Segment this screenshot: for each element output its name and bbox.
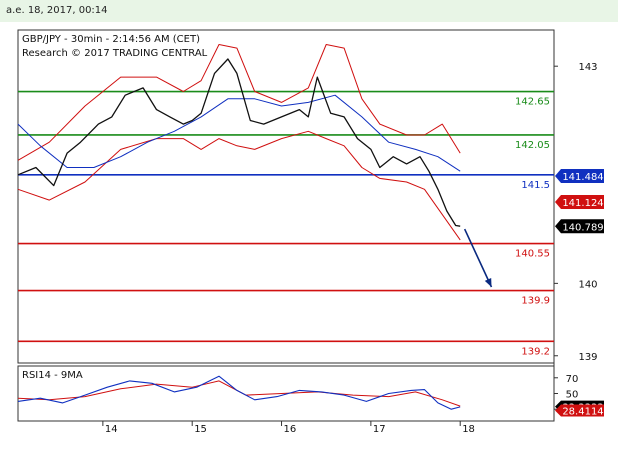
x-tick-label-3: 17 [373,424,386,435]
y-tick-label-2: 139 [578,352,597,363]
timestamp-label: a.e. 18, 2017, 00:14 [6,5,108,16]
rsi-tick-label-0: 70 [566,374,579,385]
y-tick-label-0: 143 [578,62,597,73]
value-tag-label-1: 141.124 [562,198,603,209]
price-line [17,58,461,227]
forecast-arrow-line [463,228,493,288]
bollinger-upper-line [17,44,461,161]
rsi-value-tag-label-1: 28.4114 [562,406,603,417]
main-chart-subtitle: Research © 2017 TRADING CENTRAL [22,48,208,59]
rsi-tick-label-1: 50 [566,390,579,401]
value-tag-1 [555,195,604,210]
level-label-1: 142.05 [515,140,550,151]
value-tag-2 [555,219,604,234]
level-label-2: 141.5 [521,180,550,191]
main-chart-title: GBP/JPY - 30min - 2:14:56 AM (CET) [22,34,200,45]
rsi-line [17,375,461,410]
rsi-chart-title: RSI14 - 9MA [22,370,83,381]
level-label-4: 139.9 [521,296,550,307]
level-label-0: 142.65 [515,97,550,108]
x-tick-label-1: 15 [194,424,207,435]
rsi-value-tag-1 [555,404,604,417]
moving-average-line [17,94,461,172]
x-tick-label-2: 16 [284,424,297,435]
value-tag-0 [555,168,604,183]
y-tick-label-1: 140 [578,279,597,290]
window-titlebar: a.e. 18, 2017, 00:14 [0,0,618,22]
x-tick-label-0: 14 [105,424,118,435]
x-tick-label-4: 18 [462,424,475,435]
value-tag-label-0: 141.484 [562,172,603,183]
bollinger-lower-line [17,130,461,241]
value-tag-label-2: 140.789 [562,222,603,233]
level-label-5: 139.2 [521,346,550,357]
main-plot-frame [17,29,555,364]
level-label-3: 140.55 [515,249,550,260]
forecast-arrow-head [484,278,492,287]
